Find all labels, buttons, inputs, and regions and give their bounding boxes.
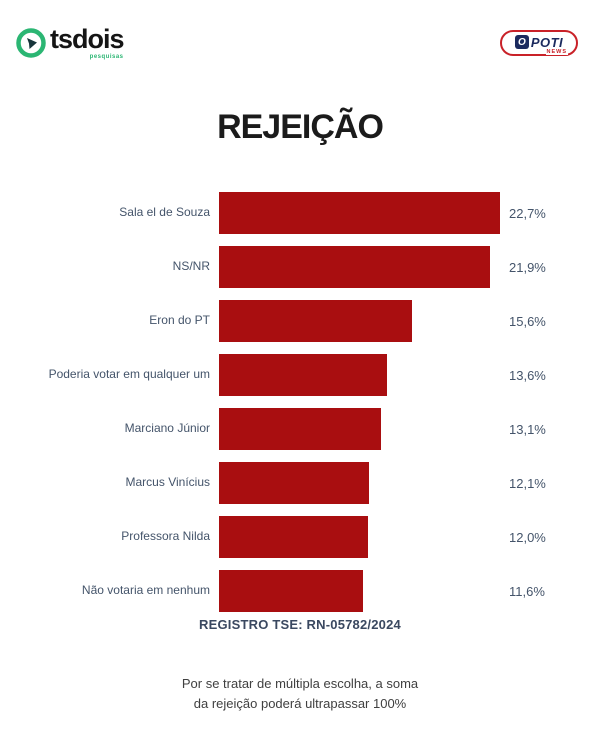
bar-value-label: 12,1% <box>509 475 546 491</box>
tsdois-logo: tsdois pesquisas <box>16 24 125 61</box>
bar-category-label: Marcus Vinícius <box>125 475 210 490</box>
header: tsdois pesquisas O POTI NEWS <box>16 22 584 68</box>
opoti-name: POTI <box>530 34 564 50</box>
bar-row: Poderia votar em qualquer um 13,6% <box>20 348 580 402</box>
chart-title: REJEIÇÃO <box>217 108 384 146</box>
footnote-line-2: da rejeição poderá ultrapassar 100% <box>193 696 407 712</box>
footnote: Por se tratar de múltipla escolha, a som… <box>0 674 600 714</box>
bar-value-label: 22,7% <box>509 205 546 221</box>
bar-category-label: Poderia votar em qualquer um <box>48 367 210 382</box>
registro-tse-label: REGISTRO TSE: RN-05782/2024 <box>199 617 401 632</box>
bar-category-label: Professora Nilda <box>121 529 210 544</box>
bar <box>219 516 368 558</box>
tsdois-tagline: pesquisas <box>89 54 124 60</box>
opoti-o-badge: O <box>514 35 529 49</box>
bar-track <box>219 408 500 450</box>
bar-value-label: 12,0% <box>509 529 546 545</box>
bar <box>219 354 388 396</box>
opoti-news-label: NEWS <box>545 49 568 55</box>
bar-track <box>219 192 500 234</box>
opoti-news-logo: O POTI NEWS <box>500 30 578 56</box>
bar-value-label: 11,6% <box>509 583 545 599</box>
bar-row: Professora Nilda 12,0% <box>20 510 580 564</box>
bar <box>219 192 500 234</box>
bar-row: Sala el de Souza 22,7% <box>20 186 580 240</box>
bar-category-label: Marciano Júnior <box>124 421 210 436</box>
bar-category-label: Não votaria em nenhum <box>81 583 210 598</box>
bar-track <box>219 462 500 504</box>
bar-value-label: 21,9% <box>509 259 546 275</box>
bar <box>219 246 491 288</box>
bar-row: Marciano Júnior 13,1% <box>20 402 580 456</box>
bar-category-label: Eron do PT <box>149 313 210 328</box>
bar-row: Marcus Vinícius 12,1% <box>20 456 580 510</box>
bar-category-label: Sala el de Souza <box>119 205 210 220</box>
bar-value-label: 15,6% <box>509 313 546 329</box>
bar-value-label: 13,6% <box>509 367 546 383</box>
bar <box>219 570 363 612</box>
tsdois-name: tsdois <box>50 24 125 54</box>
footnote-line-1: Por se tratar de múltipla escolha, a som… <box>181 676 419 691</box>
bar-track <box>219 354 500 396</box>
bar <box>219 408 382 450</box>
bar-chart: Sala el de Souza 22,7% NS/NR 21,9% Eron … <box>20 186 580 618</box>
bar-row: NS/NR 21,9% <box>20 240 580 294</box>
bar-value-label: 13,1% <box>509 421 546 437</box>
bar-row: Não votaria em nenhum 11,6% <box>20 564 580 618</box>
bar-track <box>219 570 500 612</box>
bar-category-label: NS/NR <box>172 259 210 274</box>
opoti-logo-inner: O POTI <box>514 34 564 50</box>
bar-track <box>219 516 500 558</box>
bar <box>219 300 413 342</box>
tsdois-logo-text: tsdois pesquisas <box>50 24 125 61</box>
bar-row: Eron do PT 15,6% <box>20 294 580 348</box>
bar-track <box>219 300 500 342</box>
bar-track <box>219 246 500 288</box>
tsdois-logo-icon <box>16 28 46 58</box>
bar <box>219 462 369 504</box>
